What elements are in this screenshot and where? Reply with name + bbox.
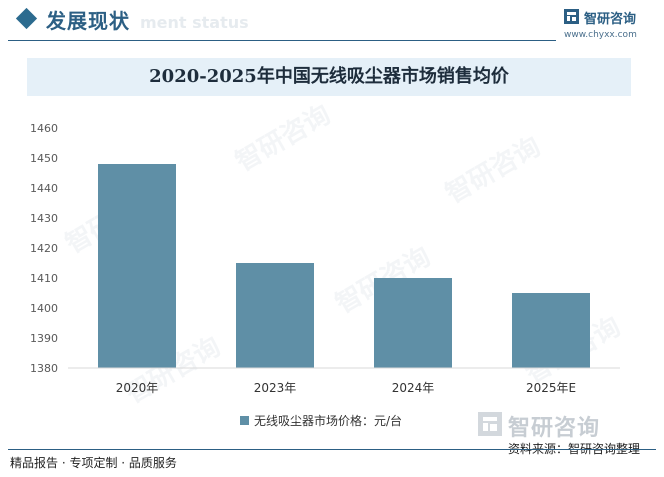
chart-title-box: 2020-2025年中国无线吸尘器市场销售均价: [27, 58, 631, 96]
source-block: 智研咨询 资料来源：智研咨询整理: [478, 412, 664, 458]
brand-url: www.chyxx.com: [564, 30, 637, 40]
bar: [98, 164, 176, 368]
y-tick-label: 1380: [30, 362, 58, 375]
y-tick-label: 1420: [30, 242, 58, 255]
diamond-icon: [15, 7, 38, 30]
brand-logo-icon: [564, 9, 579, 24]
bar: [236, 263, 314, 368]
footer-divider: [8, 449, 656, 450]
bar: [512, 293, 590, 368]
legend-swatch: [240, 416, 249, 425]
legend-label: 无线吸尘器市场价格：元/台: [254, 414, 403, 428]
chart-title: 2020-2025年中国无线吸尘器市场销售均价: [149, 66, 509, 87]
x-tick-label: 2024年: [392, 381, 435, 395]
brand: 智研咨询 www.chyxx.com: [564, 8, 656, 42]
y-tick-label: 1410: [30, 272, 58, 285]
y-tick-label: 1440: [30, 182, 58, 195]
x-tick-label: 2020年: [116, 381, 159, 395]
y-tick-label: 1460: [30, 122, 58, 135]
x-tick-label: 2025年E: [526, 381, 576, 395]
y-tick-label: 1450: [30, 152, 58, 165]
y-tick-label: 1430: [30, 212, 58, 225]
section-title: 发展现状: [46, 9, 130, 33]
bar: [374, 278, 452, 368]
brand-watermark-logo-icon: [478, 412, 502, 436]
chart-legend: 无线吸尘器市场价格：元/台: [240, 410, 403, 428]
header-divider: [8, 40, 556, 41]
brand-name: 智研咨询: [584, 12, 637, 27]
section-header: ment status 发展现状 智研咨询 www.chyxx.com: [0, 0, 664, 44]
bar-chart: 1380 1390 1400 1410 1420 1430 1440 1450 1460 202…: [30, 122, 620, 395]
y-tick-label: 1400: [30, 302, 58, 315]
y-tick-label: 1390: [30, 332, 58, 345]
footer-text: 精品报告 · 专项定制 · 品质服务: [10, 456, 177, 470]
x-tick-label: 2023年: [254, 381, 297, 395]
section-title-en: ment status: [140, 13, 249, 32]
brand-watermark-name: 智研咨询: [508, 416, 601, 441]
